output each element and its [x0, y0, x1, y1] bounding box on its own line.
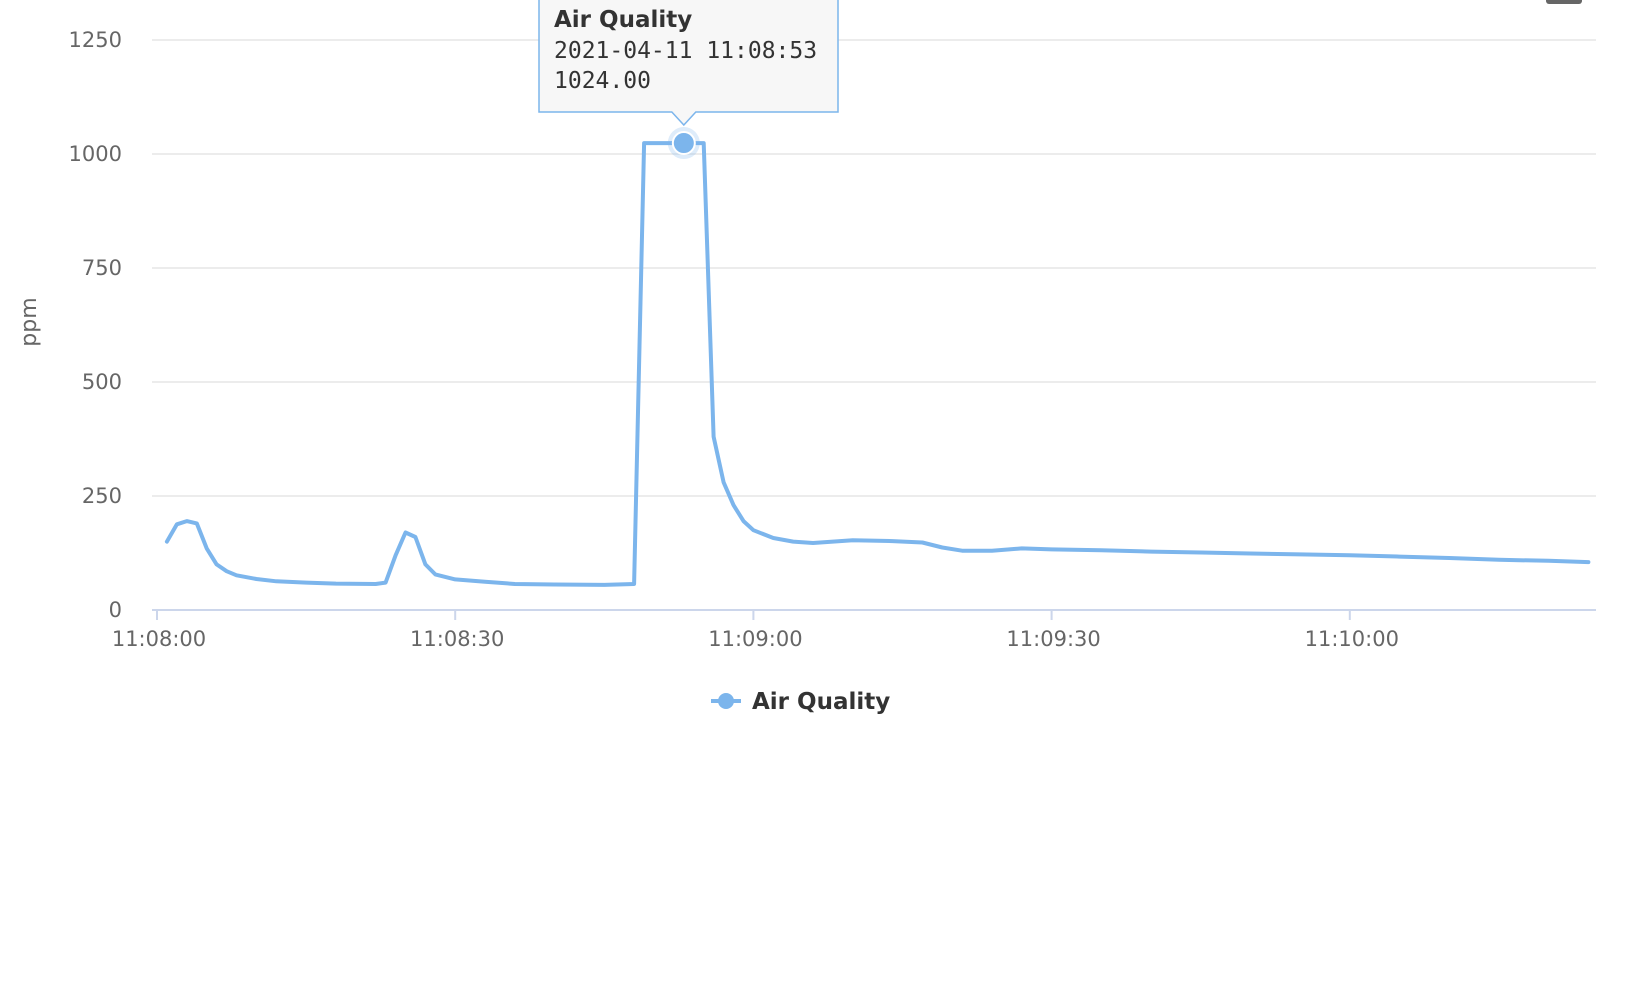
y-tick-label: 1250 [69, 28, 122, 52]
tooltip-date: 2021-04-11 11:08:53 [554, 38, 817, 64]
x-tick-label: 11:08:00 [112, 627, 206, 651]
x-tick-label: 11:08:30 [410, 627, 504, 651]
legend-marker-icon [718, 693, 734, 709]
legend[interactable]: Air Quality [711, 689, 890, 715]
y-tick-label: 0 [109, 598, 122, 622]
tooltip: Air Quality 2021-04-11 11:08:53 1024.00 [538, 0, 839, 127]
y-axis-label: ppm [17, 297, 42, 346]
series-line-air-quality[interactable] [164, 141, 1591, 587]
y-tick-label: 750 [82, 256, 122, 280]
chart-menu-icon[interactable] [1546, 0, 1582, 4]
tooltip-value: 1024.00 [554, 68, 651, 94]
x-tick-label: 11:10:00 [1305, 627, 1399, 651]
tooltip-box [538, 0, 839, 127]
tooltip-series: Air Quality [554, 7, 692, 33]
y-tick-label: 500 [82, 370, 122, 394]
gridlines [152, 39, 1596, 497]
y-axis: 0 250 500 750 1000 1250 [69, 28, 122, 622]
hover-point[interactable] [671, 131, 696, 156]
x-tick-label: 11:09:30 [1006, 627, 1100, 651]
legend-label-air-quality[interactable]: Air Quality [752, 689, 890, 715]
y-tick-label: 250 [82, 484, 122, 508]
series-group [164, 127, 1591, 587]
x-axis: 11:08:00 11:08:30 11:09:00 11:09:30 11:10:00 [112, 609, 1596, 651]
y-tick-label: 1000 [69, 142, 122, 166]
x-tick-label: 11:09:00 [708, 627, 802, 651]
